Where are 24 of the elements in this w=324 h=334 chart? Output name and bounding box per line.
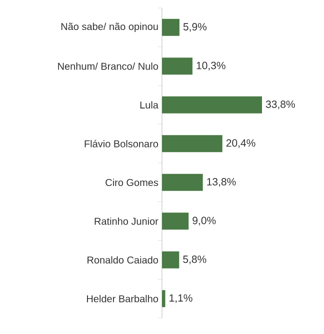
data-label: 10,3% [196,62,226,70]
y-tick-label: Ciro Gomes [106,178,158,186]
y-tick-label: Lula [140,101,158,109]
bar [162,135,222,152]
bar [162,212,189,230]
bar [162,96,262,114]
y-tick-label: Não sabe/ não opinou [61,22,158,32]
y-tick-label: Nenhum/ Branco/ Nulo [58,62,158,70]
bar [162,174,203,191]
data-label: 20,4% [226,139,256,148]
bar [162,58,192,75]
data-label: 9,0% [192,216,216,226]
data-label: 5,8% [183,256,206,264]
y-tick-label: Helder Barbalho [87,294,158,302]
bar [162,18,180,36]
bar [162,290,166,308]
data-label: 13,8% [207,178,236,187]
data-label: 5,9% [183,23,207,32]
bar [162,251,180,268]
y-tick-label: Flávio Bolsonaro [84,140,158,148]
data-label: 1,1% [170,294,192,303]
y-tick-label: Ronaldo Caiado [88,256,158,264]
y-tick-label: Ratinho Junior [94,217,158,225]
data-label: 33,8% [266,100,295,110]
